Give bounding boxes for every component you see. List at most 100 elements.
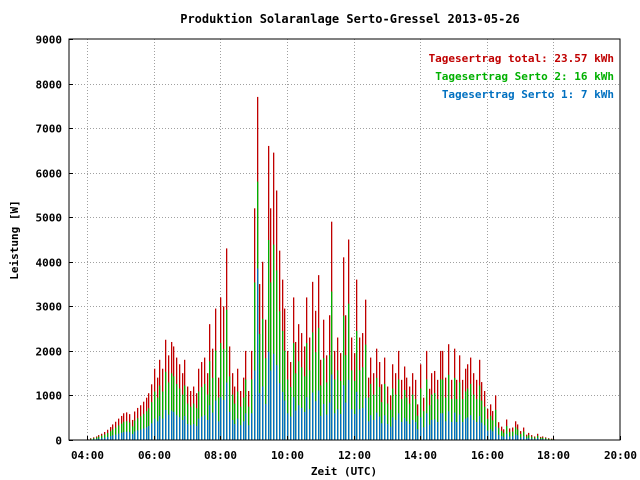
- bar: [409, 423, 411, 440]
- bar: [340, 413, 342, 440]
- legend-serto-2: Tagesertrag Serto 2: 16 kWh: [435, 70, 614, 83]
- y-tick-label: 9000: [36, 34, 63, 47]
- bar: [115, 427, 117, 440]
- bar: [193, 403, 195, 440]
- bar: [123, 421, 125, 440]
- bar: [237, 418, 239, 440]
- bar: [187, 423, 189, 440]
- bar: [542, 438, 544, 440]
- bar: [417, 415, 419, 440]
- y-tick-label: 1000: [36, 390, 63, 403]
- bar: [146, 427, 148, 440]
- bar: [118, 425, 120, 440]
- bar: [204, 383, 206, 440]
- bar: [542, 437, 544, 440]
- bar: [318, 327, 320, 440]
- bar: [282, 391, 284, 440]
- bar: [179, 388, 181, 440]
- bar: [462, 421, 464, 440]
- bar: [481, 422, 483, 440]
- bar: [487, 418, 489, 440]
- bar: [492, 431, 494, 440]
- bar: [112, 429, 114, 440]
- bar: [442, 379, 444, 440]
- bar: [440, 413, 442, 440]
- bar: [456, 421, 458, 440]
- bar: [370, 383, 372, 440]
- y-tick-label: 4000: [36, 257, 63, 270]
- bar: [315, 352, 317, 440]
- bar: [501, 435, 503, 440]
- bar: [290, 416, 292, 440]
- bar: [284, 400, 286, 440]
- bar: [528, 435, 530, 440]
- bar: [520, 437, 522, 440]
- x-axis: 04:00 06:00 08:00 10:00 12:00 14:00 16:00 18:00…: [71, 436, 637, 462]
- bar: [165, 371, 167, 440]
- bar: [173, 411, 175, 440]
- bar: [226, 382, 228, 440]
- bar: [123, 431, 125, 440]
- bar: [404, 417, 406, 440]
- bar: [334, 379, 336, 440]
- bar: [293, 343, 295, 440]
- bar: [492, 420, 494, 440]
- bar: [143, 413, 145, 440]
- bar: [423, 411, 425, 440]
- bar: [207, 419, 209, 440]
- x-tick-label: 12:00: [338, 449, 371, 462]
- bar: [282, 330, 284, 440]
- bar: [309, 370, 311, 440]
- bar: [445, 397, 447, 440]
- bar: [148, 425, 150, 440]
- bar: [437, 399, 439, 440]
- bar: [329, 402, 331, 440]
- bar: [204, 415, 206, 440]
- bar: [481, 400, 483, 440]
- bar: [132, 433, 134, 440]
- bar: [243, 397, 245, 440]
- bar: [381, 402, 383, 440]
- bar: [409, 403, 411, 440]
- bar: [343, 385, 345, 440]
- bar: [268, 240, 270, 440]
- bar: [359, 409, 361, 440]
- bar: [162, 418, 164, 440]
- bar: [157, 421, 159, 440]
- bar: [395, 419, 397, 440]
- bar: [451, 421, 453, 440]
- bar: [154, 418, 156, 440]
- bar: [356, 330, 358, 440]
- bar: [515, 427, 517, 440]
- bar: [262, 318, 264, 440]
- bar: [506, 426, 508, 440]
- bar: [298, 361, 300, 440]
- bar: [448, 411, 450, 440]
- bar: [212, 377, 214, 440]
- bar: [96, 437, 98, 440]
- bar: [517, 435, 519, 440]
- bar: [171, 410, 173, 440]
- bar: [528, 437, 530, 440]
- bar: [273, 353, 275, 440]
- bar: [320, 415, 322, 440]
- bar: [98, 436, 100, 440]
- bar: [240, 406, 242, 440]
- bar: [262, 386, 264, 440]
- legend-serto-1: Tagesertrag Serto 1: 7 kWh: [442, 88, 614, 101]
- bar: [101, 435, 103, 440]
- bar: [151, 402, 153, 440]
- bar: [351, 409, 353, 440]
- bar: [226, 309, 228, 440]
- bar: [306, 343, 308, 440]
- bar: [110, 431, 112, 440]
- y-tick-label: 3000: [36, 301, 63, 314]
- bar: [387, 403, 389, 440]
- bar: [220, 397, 222, 440]
- bar: [473, 419, 475, 440]
- bar: [220, 343, 222, 440]
- bar: [415, 399, 417, 440]
- bar: [431, 419, 433, 440]
- bar: [306, 397, 308, 440]
- bar: [129, 432, 131, 440]
